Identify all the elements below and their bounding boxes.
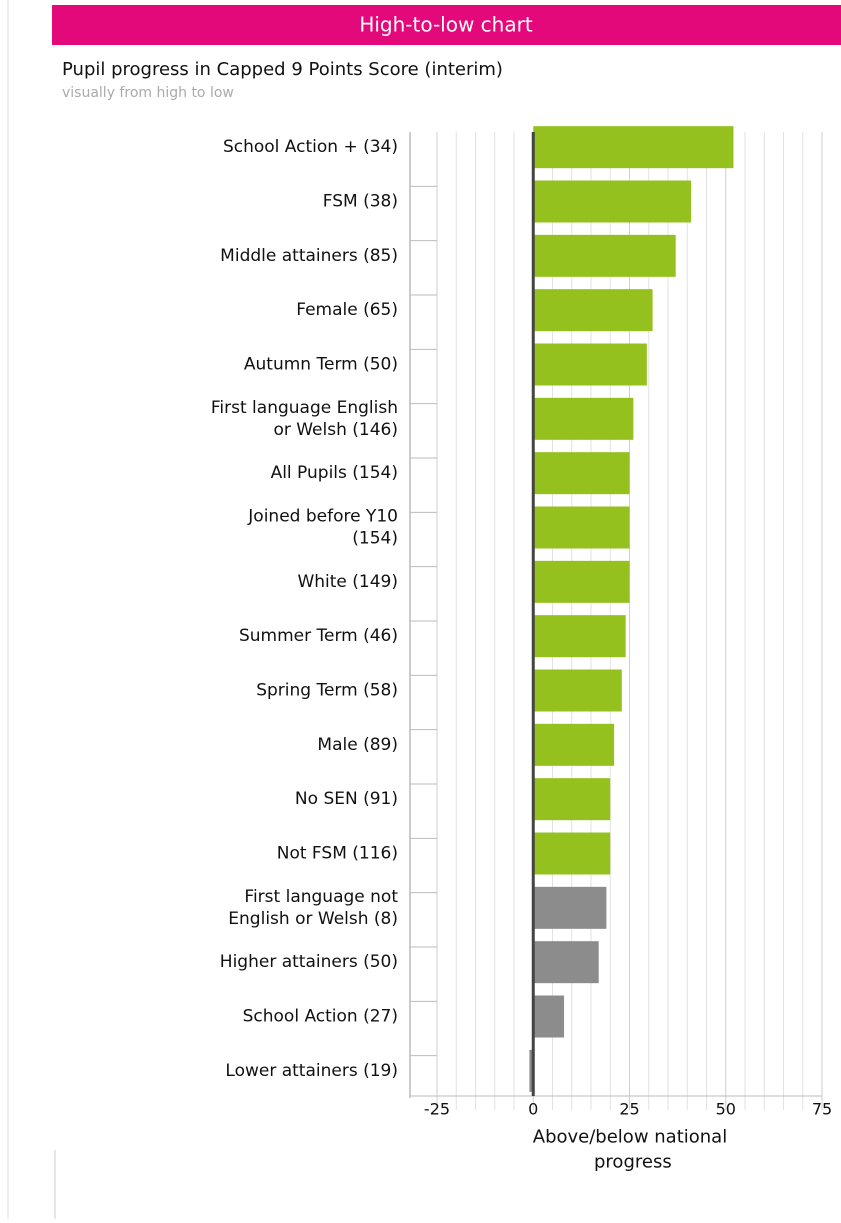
y-tick-label: School Action (27) <box>243 1007 398 1027</box>
y-tick-label: Lower attainers (19) <box>225 1061 398 1081</box>
bar <box>533 778 611 821</box>
bar <box>533 886 607 929</box>
y-tick-label: Autumn Term (50) <box>244 355 398 375</box>
bar <box>533 723 615 766</box>
chart-subtitle: Pupil progress in Capped 9 Points Score … <box>62 59 503 80</box>
x-tick-label: 25 <box>619 1100 639 1119</box>
bar <box>533 832 611 875</box>
y-tick-label: All Pupils (154) <box>271 463 398 483</box>
bar <box>533 289 653 332</box>
x-tick-label: 50 <box>716 1100 736 1119</box>
y-tick-label: Joined before Y10 (154) <box>247 507 398 549</box>
bar <box>533 941 599 984</box>
bar <box>533 615 626 658</box>
bar <box>533 452 630 495</box>
bar <box>533 343 647 386</box>
y-tick-label: FSM (38) <box>323 192 398 212</box>
bar <box>533 126 734 169</box>
y-tick-label: Spring Term (58) <box>256 681 398 701</box>
y-tick-label: White (149) <box>297 572 398 592</box>
bar <box>533 669 622 712</box>
x-tick-label: -25 <box>424 1100 450 1119</box>
bar <box>533 180 692 223</box>
bar <box>533 397 634 440</box>
bar <box>533 995 565 1038</box>
x-axis-label: Above/below national progress <box>533 1127 727 1173</box>
y-tick-label: First language English or Welsh (146) <box>211 398 398 440</box>
chart-title: High-to-low chart <box>359 13 533 37</box>
y-tick-label: Summer Term (46) <box>239 626 398 646</box>
bar <box>533 506 630 549</box>
y-tick-label: Higher attainers (50) <box>220 952 398 972</box>
title-banner <box>52 5 841 45</box>
y-tick-label: First language not English or Welsh (8) <box>223 887 398 929</box>
chart-note: visually from high to low <box>62 85 234 101</box>
bar <box>529 1049 534 1092</box>
x-tick-label: 0 <box>528 1100 538 1119</box>
y-tick-label: Not FSM (116) <box>277 844 398 864</box>
y-tick-label: Middle attainers (85) <box>220 246 398 266</box>
y-tick-label: Female (65) <box>296 300 398 320</box>
y-tick-label: School Action + (34) <box>223 137 398 157</box>
y-tick-label: No SEN (91) <box>295 789 398 809</box>
bar <box>533 234 676 277</box>
x-tick-label: 75 <box>812 1100 832 1119</box>
bar <box>533 560 630 603</box>
y-tick-label: Male (89) <box>317 735 398 755</box>
